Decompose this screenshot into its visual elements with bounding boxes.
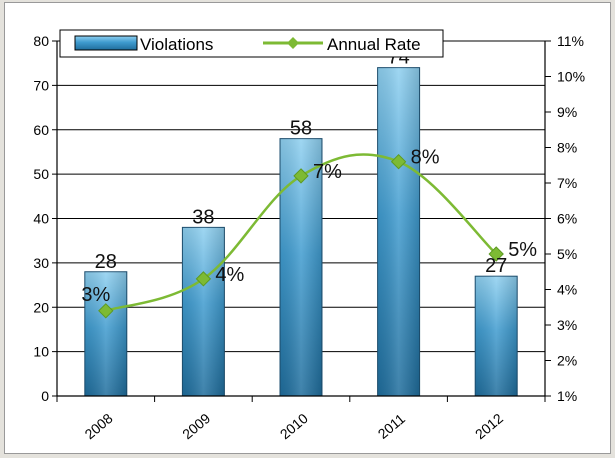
left-axis-tick-label: 80 (33, 33, 49, 49)
right-axis-tick-label: 10% (557, 69, 585, 85)
legend-marker-rate (287, 37, 299, 49)
legend-label-rate: Annual Rate (327, 35, 421, 54)
category-label: 2009 (179, 410, 213, 442)
violations-chart: 0 10 20 30 40 50 60 70 80 1% 2% 3% 4% 5% 6% 7% 8% 9% 10% 11… (33, 29, 585, 442)
left-axis-tick-label: 70 (33, 77, 49, 93)
right-axis-tick-label: 8% (557, 140, 577, 156)
right-axis-tick-label: 9% (557, 104, 577, 120)
left-axis-tick-label: 0 (41, 388, 49, 404)
violations-data-label: 28 (95, 251, 117, 273)
right-axis-tick-label: 2% (557, 353, 577, 369)
annual-rate-data-label: 8% (411, 147, 440, 169)
annual-rate-data-label: 7% (313, 161, 342, 183)
annual-rate-marker (488, 246, 504, 262)
right-axis-tick-label: 7% (557, 175, 577, 191)
violations-data-label: 27 (485, 255, 507, 277)
violations-bar-shade (182, 227, 225, 396)
legend: Violations Annual Rate (59, 29, 444, 58)
category-label: 2008 (82, 410, 116, 442)
violations-bar-shade (84, 271, 127, 396)
left-axis-tick-label: 10 (33, 344, 49, 360)
annual-rate-marker (98, 303, 114, 319)
right-axis-tick-label: 3% (557, 317, 577, 333)
violations-bar-shade (475, 276, 518, 396)
legend-label-violations: Violations (140, 35, 213, 54)
right-axis-tick-label: 5% (557, 246, 577, 262)
right-axis-tick-label: 4% (557, 282, 577, 298)
rate-line-series (98, 153, 504, 319)
left-axis-tick-label: 60 (33, 122, 49, 138)
category-label: 2012 (472, 410, 506, 442)
category-label: 2010 (277, 410, 311, 442)
left-axis-tick-label: 20 (33, 299, 49, 315)
chart-frame: 0 10 20 30 40 50 60 70 80 1% 2% 3% 4% 5% 6% 7% 8% 9% 10% 11… (4, 2, 611, 454)
annual-rate-marker (293, 168, 309, 184)
right-axis-tick-label: 11% (557, 33, 584, 49)
annual-rate-data-label: 5% (508, 239, 537, 261)
annual-rate-marker (390, 153, 407, 170)
left-axis-tick-label: 30 (33, 255, 49, 271)
violations-bar-shade (377, 67, 420, 396)
left-axis-tick-label: 50 (33, 166, 49, 182)
right-axis-tick-label: 1% (557, 388, 577, 404)
violations-data-label: 38 (192, 206, 214, 228)
violations-data-label: 58 (290, 118, 312, 140)
right-axis-tick-label: 6% (557, 211, 577, 227)
annual-rate-data-label: 3% (81, 284, 110, 306)
bar-series (84, 67, 518, 397)
category-label: 2011 (375, 410, 409, 442)
legend-swatch-violations (74, 35, 138, 51)
annual-rate-data-label: 4% (215, 264, 244, 286)
annual-rate-marker (195, 271, 212, 287)
left-axis-tick-label: 40 (33, 211, 49, 227)
